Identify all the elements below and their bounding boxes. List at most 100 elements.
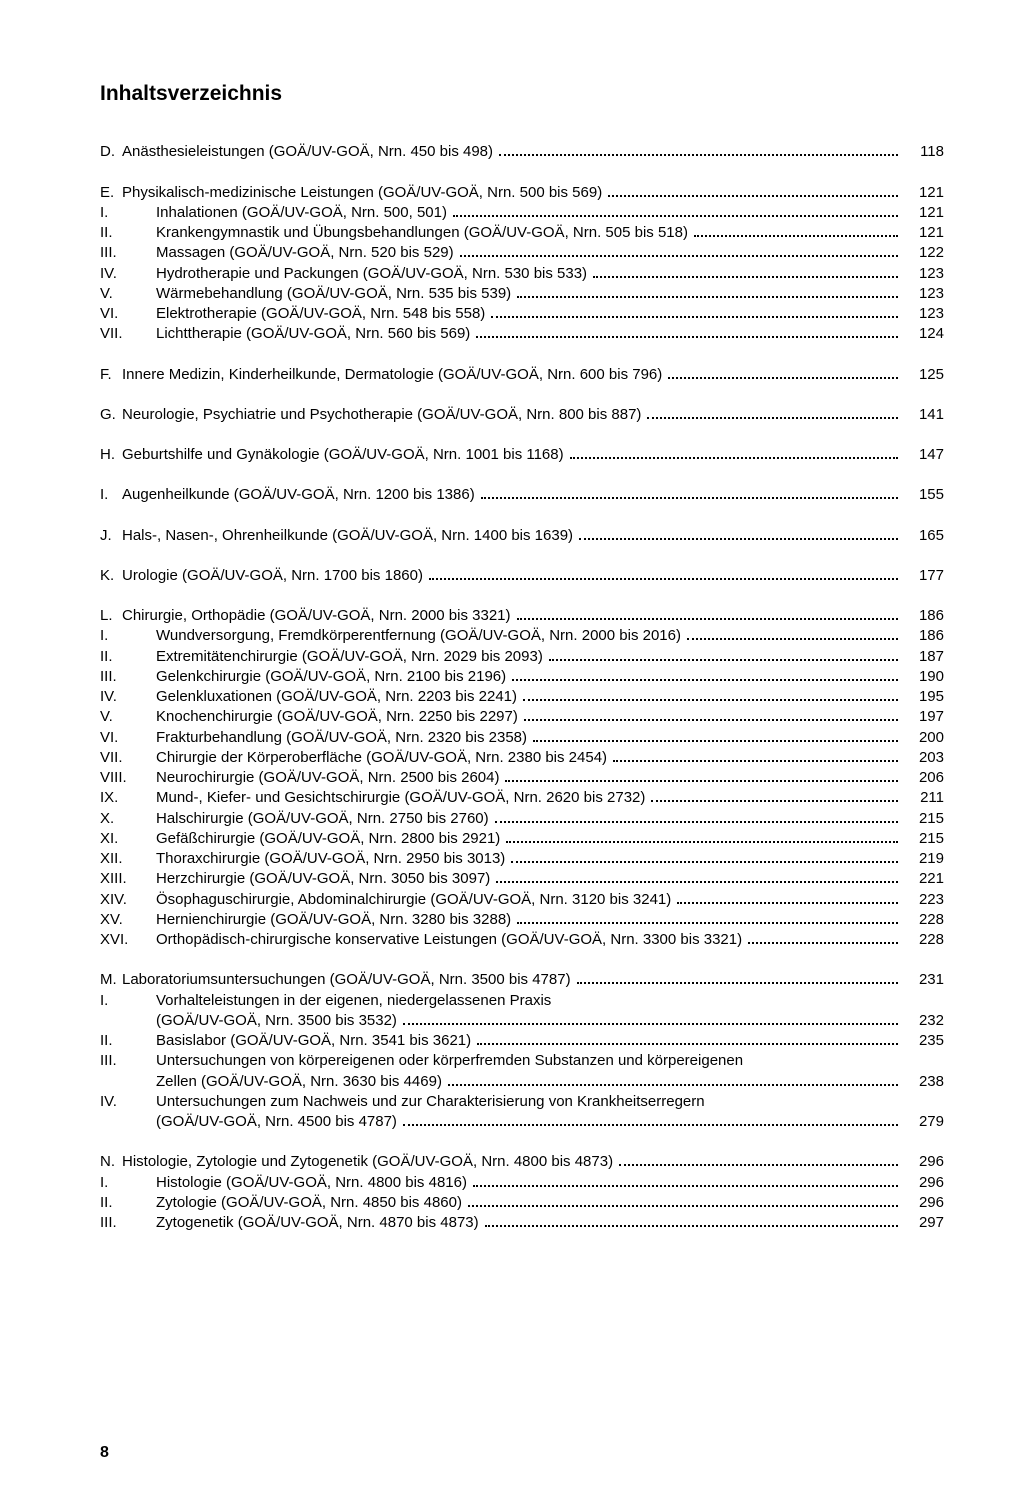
toc-marker: XII. — [100, 849, 156, 869]
toc-marker: K. — [100, 566, 122, 586]
toc-page: 177 — [904, 566, 944, 586]
toc-marker: I. — [100, 991, 156, 1011]
toc-row: I.Augenheilkunde (GOÄ/UV-GOÄ, Nrn. 1200 … — [100, 485, 944, 505]
toc-marker: I. — [100, 203, 156, 223]
toc-label: Mund-, Kiefer- und Gesichtschirurgie (GO… — [156, 788, 645, 808]
toc-label: Gelenkchirurgie (GOÄ/UV-GOÄ, Nrn. 2100 b… — [156, 667, 506, 687]
toc-label: Ösophaguschirurgie, Abdominalchirurgie (… — [156, 890, 671, 910]
toc-leader-dots — [613, 748, 898, 762]
toc-row: VII.Lichttherapie (GOÄ/UV-GOÄ, Nrn. 560 … — [100, 324, 944, 344]
toc-page: 232 — [904, 1011, 944, 1031]
toc-label: Zytologie (GOÄ/UV-GOÄ, Nrn. 4850 bis 486… — [156, 1193, 462, 1213]
toc-leader-dots — [524, 708, 898, 722]
toc-leader-dots — [517, 910, 898, 924]
toc-page: 296 — [904, 1152, 944, 1172]
toc-label: Physikalisch-medizinische Leistungen (GO… — [122, 183, 602, 203]
toc-label: Thoraxchirurgie (GOÄ/UV-GOÄ, Nrn. 2950 b… — [156, 849, 505, 869]
toc-group: E.Physikalisch-medizinische Leistungen (… — [100, 183, 944, 345]
toc-page: 235 — [904, 1031, 944, 1051]
toc-row: IV.Hydrotherapie und Packungen (GOÄ/UV-G… — [100, 264, 944, 284]
toc-row: D.Anästhesieleistungen (GOÄ/UV-GOÄ, Nrn.… — [100, 142, 944, 162]
toc-row: XVI.Orthopädisch-chirurgische konservati… — [100, 930, 944, 950]
toc-leader-dots — [579, 526, 898, 540]
toc-row: (GOÄ/UV-GOÄ, Nrn. 4500 bis 4787)279 — [100, 1112, 944, 1132]
toc-group: D.Anästhesieleistungen (GOÄ/UV-GOÄ, Nrn.… — [100, 142, 944, 162]
toc-group: F.Innere Medizin, Kinderheilkunde, Derma… — [100, 365, 944, 385]
toc-label: Orthopädisch-chirurgische konservative L… — [156, 930, 742, 950]
toc-leader-dots — [468, 1193, 898, 1207]
toc-page: 147 — [904, 445, 944, 465]
toc-label: Krankengymnastik und Übungsbehandlungen … — [156, 223, 688, 243]
toc-marker: IV. — [100, 264, 156, 284]
toc-leader-dots — [477, 1032, 898, 1046]
toc-marker: F. — [100, 365, 122, 385]
toc-page: 121 — [904, 203, 944, 223]
toc-label: Halschirurgie (GOÄ/UV-GOÄ, Nrn. 2750 bis… — [156, 809, 489, 829]
toc-row: VI.Frakturbehandlung (GOÄ/UV-GOÄ, Nrn. 2… — [100, 728, 944, 748]
toc-row: XII.Thoraxchirurgie (GOÄ/UV-GOÄ, Nrn. 29… — [100, 849, 944, 869]
toc-marker: E. — [100, 183, 122, 203]
toc-marker: II. — [100, 223, 156, 243]
toc-marker: XV. — [100, 910, 156, 930]
toc-row: II.Zytologie (GOÄ/UV-GOÄ, Nrn. 4850 bis … — [100, 1193, 944, 1213]
toc-row: I.Inhalationen (GOÄ/UV-GOÄ, Nrn. 500, 50… — [100, 203, 944, 223]
toc-leader-dots — [499, 143, 898, 157]
toc-page: 187 — [904, 647, 944, 667]
toc-leader-dots — [668, 365, 898, 379]
toc-page: 122 — [904, 243, 944, 263]
toc-page: 231 — [904, 970, 944, 990]
toc-label: Untersuchungen von körpereigenen oder kö… — [156, 1051, 743, 1071]
toc-leader-dots — [593, 264, 898, 278]
toc-marker: H. — [100, 445, 122, 465]
toc-group: G.Neurologie, Psychiatrie und Psychother… — [100, 405, 944, 425]
toc-page: 195 — [904, 687, 944, 707]
toc-row: VIII.Neurochirurgie (GOÄ/UV-GOÄ, Nrn. 25… — [100, 768, 944, 788]
toc-marker: M. — [100, 970, 122, 990]
toc-leader-dots — [523, 688, 898, 702]
toc-label: Geburtshilfe und Gynäkologie (GOÄ/UV-GOÄ… — [122, 445, 564, 465]
toc-marker: VII. — [100, 748, 156, 768]
toc-page: 215 — [904, 829, 944, 849]
toc-label: Laboratoriumsuntersuchungen (GOÄ/UV-GOÄ,… — [122, 970, 571, 990]
toc-marker: XIII. — [100, 869, 156, 889]
toc-marker: L. — [100, 606, 122, 626]
toc-label: Urologie (GOÄ/UV-GOÄ, Nrn. 1700 bis 1860… — [122, 566, 423, 586]
toc-marker: D. — [100, 142, 122, 162]
toc-leader-dots — [495, 809, 898, 823]
toc-page: 215 — [904, 809, 944, 829]
toc-marker: X. — [100, 809, 156, 829]
toc-label: Elektrotherapie (GOÄ/UV-GOÄ, Nrn. 548 bi… — [156, 304, 485, 324]
toc-marker: XVI. — [100, 930, 156, 950]
toc-page: 279 — [904, 1112, 944, 1132]
toc-label: Histologie, Zytologie und Zytogenetik (G… — [122, 1152, 613, 1172]
toc-row: XV.Hernienchirurgie (GOÄ/UV-GOÄ, Nrn. 32… — [100, 910, 944, 930]
toc-page: 165 — [904, 526, 944, 546]
toc-page: 124 — [904, 324, 944, 344]
toc-page: 200 — [904, 728, 944, 748]
toc-leader-dots — [473, 1173, 898, 1187]
toc-page: 118 — [904, 142, 944, 162]
toc-leader-dots — [549, 647, 898, 661]
toc-row: V.Knochenchirurgie (GOÄ/UV-GOÄ, Nrn. 225… — [100, 707, 944, 727]
toc-row: X.Halschirurgie (GOÄ/UV-GOÄ, Nrn. 2750 b… — [100, 809, 944, 829]
toc-leader-dots — [512, 667, 898, 681]
toc-row: K.Urologie (GOÄ/UV-GOÄ, Nrn. 1700 bis 18… — [100, 566, 944, 586]
toc-leader-dots — [619, 1153, 898, 1167]
toc-label: Wundversorgung, Fremdkörperentfernung (G… — [156, 626, 681, 646]
toc-page: 211 — [904, 788, 944, 808]
toc-marker: III. — [100, 1051, 156, 1071]
toc-leader-dots — [460, 244, 898, 258]
toc-row: XI.Gefäßchirurgie (GOÄ/UV-GOÄ, Nrn. 2800… — [100, 829, 944, 849]
toc-leader-dots — [694, 224, 898, 238]
toc-label: Augenheilkunde (GOÄ/UV-GOÄ, Nrn. 1200 bi… — [122, 485, 475, 505]
toc-marker: II. — [100, 647, 156, 667]
toc-leader-dots — [748, 931, 898, 945]
toc-page: 123 — [904, 264, 944, 284]
toc-leader-dots — [647, 405, 898, 419]
toc-label: Zellen (GOÄ/UV-GOÄ, Nrn. 3630 bis 4469) — [156, 1072, 442, 1092]
toc-page: 296 — [904, 1193, 944, 1213]
toc-marker: II. — [100, 1193, 156, 1213]
toc-marker: III. — [100, 1213, 156, 1233]
toc-marker: III. — [100, 667, 156, 687]
toc-marker: III. — [100, 243, 156, 263]
